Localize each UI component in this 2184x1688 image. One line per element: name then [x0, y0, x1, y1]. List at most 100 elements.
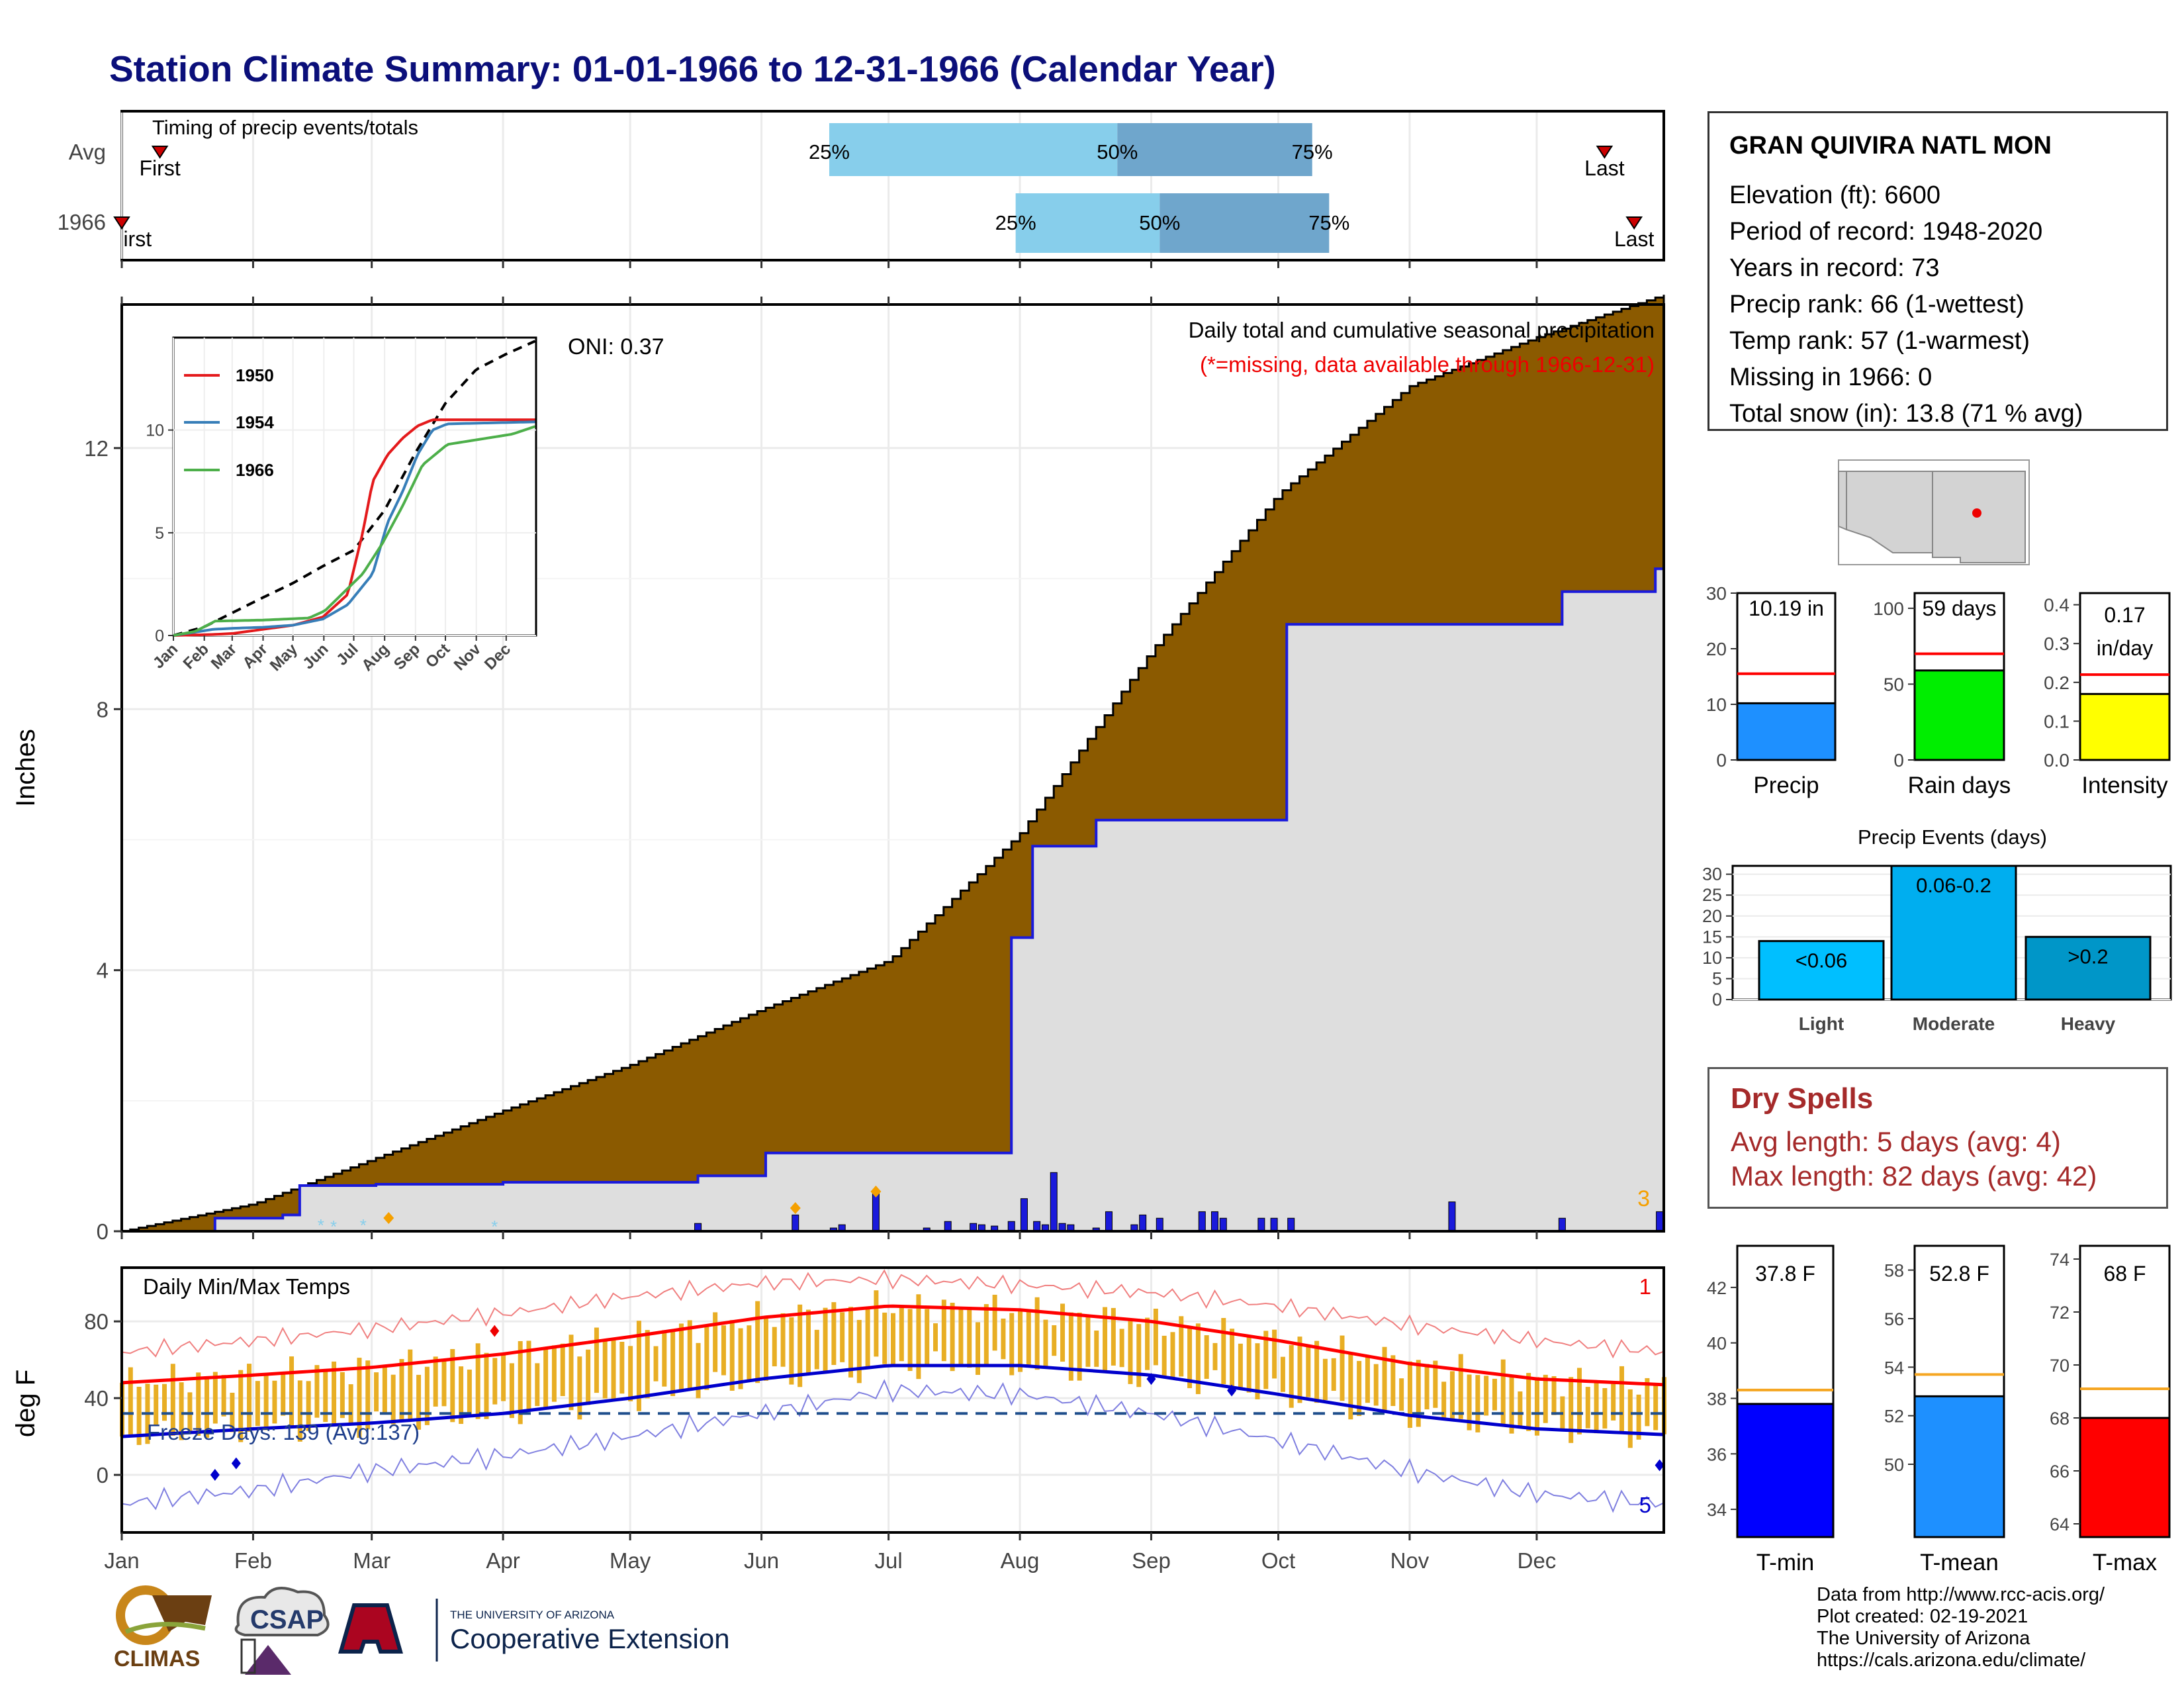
timing-p50-avg: 50%: [1097, 140, 1138, 164]
daily-temp-range-bar: [212, 1372, 218, 1424]
tmin-tick-label: 42: [1707, 1278, 1727, 1298]
intensity-tick-label: 0.0: [2044, 750, 2070, 771]
tmax-label: T-max: [2093, 1550, 2158, 1575]
daily-precip-bar: [1257, 1217, 1265, 1232]
daily-temp-range-bar: [1576, 1368, 1582, 1434]
daily-temp-range-bar: [831, 1302, 837, 1365]
inset-ytick-label: 5: [155, 524, 164, 543]
daily-temp-range-bar: [1212, 1342, 1218, 1370]
timing-row-avg: Avg: [69, 140, 106, 164]
daily-temp-range-bar: [1246, 1336, 1251, 1393]
temp-label: Daily Min/Max Temps: [143, 1274, 350, 1299]
station-precip-rank: Precip rank: 66 (1-wettest): [1729, 291, 2025, 318]
record-max-line: [121, 1269, 1664, 1359]
daily-temp-range-bar: [789, 1317, 794, 1385]
daily-temp-range-bar: [382, 1366, 387, 1414]
intensity-tick-label: 0.2: [2044, 673, 2070, 693]
daily-temp-range-bar: [1263, 1331, 1269, 1389]
daily-temp-range-bar: [450, 1348, 455, 1423]
credit-url: https://cals.arizona.edu/climate/: [1817, 1650, 2086, 1671]
daily-precip-bar: [1210, 1211, 1218, 1232]
daily-temp-range-bar: [467, 1369, 472, 1417]
snow-marker: *: [318, 1215, 324, 1235]
events-tick-label: 30: [1702, 865, 1722, 884]
month-label: Sep: [1132, 1548, 1171, 1573]
daily-temp-range-bar: [492, 1358, 498, 1405]
daily-temp-range-bar: [1365, 1356, 1370, 1403]
daily-temp-range-bar: [1018, 1311, 1023, 1372]
tmean-bar: [1913, 1395, 2005, 1538]
daily-temp-range-bar: [1569, 1377, 1574, 1443]
daily-temp-range-bar: [332, 1361, 337, 1425]
daily-precip-bar: [944, 1221, 952, 1232]
daily-temp-range-bar: [713, 1312, 718, 1372]
tmean-tick-label: 56: [1884, 1309, 1904, 1329]
daily-temp-range-bar: [424, 1366, 430, 1425]
daily-temp-range-bar: [569, 1335, 574, 1411]
climas-text: CLIMAS: [114, 1646, 200, 1671]
daily-temp-range-bar: [1636, 1394, 1641, 1440]
rain_days-tick-label: 50: [1884, 674, 1904, 694]
timing-panel: Timing of precip events/totals Avg 1966 …: [58, 110, 1665, 268]
daily-temp-range-bar: [907, 1309, 913, 1372]
station-snow: Total snow (in): 13.8 (71 % avg): [1729, 400, 2083, 428]
daily-temp-range-bar: [1306, 1346, 1311, 1397]
temp-ytick-label: 0: [97, 1463, 109, 1487]
daily-temp-range-bar: [1060, 1303, 1066, 1362]
daily-temp-range-bar: [374, 1372, 379, 1412]
inset-line-1966: [173, 425, 536, 637]
credits: Data from http://www.rcc-acis.org/ Plot …: [1817, 1584, 2105, 1671]
daily-temp-range-bar: [1526, 1373, 1531, 1431]
max-precip-marker: [790, 1202, 801, 1214]
daily-temp-range-bar: [967, 1307, 972, 1368]
missing-note: (*=missing, data available through 1966-…: [1200, 352, 1655, 377]
daily-temp-range-bar: [1645, 1378, 1650, 1427]
timing-first-year: First: [111, 227, 152, 251]
precip-frame: [120, 303, 1665, 1233]
daily-temp-range-bar: [162, 1383, 167, 1421]
daily-temp-range-bar: [1619, 1366, 1624, 1433]
daily-temp-range-bar: [179, 1382, 184, 1440]
daily-precip-bar: [1219, 1217, 1227, 1232]
temp-frame: [120, 1266, 1665, 1534]
precip-ytick-label: 12: [84, 436, 109, 461]
daily-temp-range-bar: [1111, 1307, 1116, 1366]
last-marker: [1625, 216, 1643, 230]
timing-p25-year: 25%: [995, 211, 1036, 234]
station-temp-rank: Temp rank: 57 (1-warmest): [1729, 327, 2030, 355]
daily-temp-range-bar: [323, 1370, 328, 1423]
events-tick-label: 5: [1712, 968, 1722, 988]
timing-label: Timing of precip events/totals: [152, 116, 418, 139]
daily-temp-range-bar: [1534, 1377, 1539, 1436]
events-bar-label: >0.2: [2068, 945, 2108, 968]
temp-extreme-marker: [490, 1325, 500, 1337]
tmax-value: 68 F: [2103, 1262, 2146, 1286]
daily-temp-range-bar: [611, 1339, 616, 1400]
daily-temp-range-bar: [1001, 1318, 1006, 1360]
daily-temp-range-bar: [925, 1309, 930, 1365]
daily-temp-range-bar: [619, 1341, 625, 1394]
daily-temp-range-bar: [247, 1364, 252, 1432]
inset-ytick-label: 10: [146, 422, 164, 440]
daily-temp-range-bar: [678, 1323, 684, 1391]
tmin-tick-label: 36: [1707, 1444, 1727, 1464]
daily-temp-range-bar: [1416, 1360, 1421, 1427]
daily-temp-range-bar: [1187, 1327, 1193, 1389]
temp-extreme-marker: [1227, 1384, 1237, 1397]
daily-temp-range-bar: [484, 1352, 489, 1419]
ua-big-text: Cooperative Extension: [450, 1623, 730, 1654]
daily-temp-range-bar: [1382, 1346, 1387, 1411]
daily-temp-range-bar: [747, 1325, 752, 1381]
rain_days-label: Rain days: [1908, 773, 2011, 798]
daily-temp-range-bar: [297, 1380, 302, 1442]
inset-line-avg: [173, 340, 536, 637]
temperature-bar-charts: 34 36 38 40 42 37.8 F T-min 50 52 54 56 58 52.8 F T-m…: [1707, 1244, 2171, 1575]
temp-ytick-label: 80: [84, 1309, 109, 1334]
precip-tick-label: 0: [1716, 750, 1727, 771]
daily-temp-range-bar: [1357, 1360, 1362, 1417]
timing-last-avg: Last: [1584, 156, 1625, 180]
daily-temp-range-bar: [1103, 1307, 1108, 1372]
daily-temp-range-bar: [1518, 1391, 1523, 1428]
daily-temp-range-bar: [586, 1349, 591, 1405]
daily-temp-range-bar: [645, 1330, 650, 1399]
